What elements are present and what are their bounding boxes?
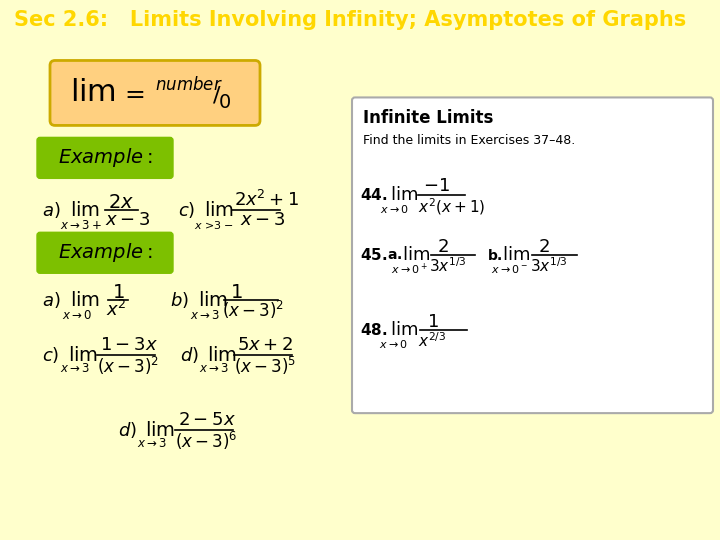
Text: $\mathbf{44.}$: $\mathbf{44.}$ — [360, 187, 387, 204]
Text: $x\to3$: $x\to3$ — [137, 437, 167, 450]
Text: $\lim$: $\lim$ — [70, 78, 116, 107]
Text: $0$: $0$ — [218, 93, 231, 112]
Text: $x^2(x+1)$: $x^2(x+1)$ — [418, 196, 485, 217]
Text: $\mathbf{48.}$: $\mathbf{48.}$ — [360, 322, 387, 338]
Text: $=$: $=$ — [120, 81, 145, 105]
Text: $(x-3)^6$: $(x-3)^6$ — [175, 430, 238, 452]
Text: $x-3$: $x-3$ — [240, 211, 285, 230]
Text: $\mathbf{b.}$: $\mathbf{b.}$ — [487, 248, 503, 263]
FancyBboxPatch shape — [50, 60, 260, 125]
FancyBboxPatch shape — [37, 137, 173, 178]
Text: $1-3x$: $1-3x$ — [100, 336, 158, 354]
Text: $-1$: $-1$ — [423, 177, 450, 195]
Text: $\mathit{number}$: $\mathit{number}$ — [155, 76, 222, 94]
Text: $5x+2$: $5x+2$ — [237, 336, 293, 354]
Text: $\mathit{Example}:$: $\mathit{Example}:$ — [58, 241, 153, 264]
Text: $d)$: $d)$ — [118, 420, 137, 440]
Text: $x\to0$: $x\to0$ — [380, 204, 409, 215]
Text: $\lim$: $\lim$ — [390, 321, 418, 339]
Text: $1$: $1$ — [112, 283, 125, 302]
Text: $x^{2/3}$: $x^{2/3}$ — [418, 331, 446, 349]
Text: $d)$: $d)$ — [180, 345, 199, 365]
Text: $(x-3)^2$: $(x-3)^2$ — [222, 299, 284, 321]
Text: $3x^{1/3}$: $3x^{1/3}$ — [429, 256, 467, 275]
Text: $\lim$: $\lim$ — [402, 246, 430, 264]
Text: $\mathbf{a.}$: $\mathbf{a.}$ — [387, 248, 402, 262]
Text: $x^2$: $x^2$ — [106, 300, 127, 320]
Text: $x\to0$: $x\to0$ — [62, 309, 92, 322]
Text: $\lim$: $\lim$ — [70, 201, 100, 220]
Text: $a)$: $a)$ — [42, 200, 60, 220]
Text: $x\to3$: $x\to3$ — [60, 362, 90, 375]
Text: $3x^{1/3}$: $3x^{1/3}$ — [530, 256, 568, 275]
Text: $x\to3$: $x\to3$ — [199, 362, 229, 375]
Text: $\lim$: $\lim$ — [502, 246, 530, 264]
Text: $\lim$: $\lim$ — [390, 186, 418, 204]
Text: $\lim$: $\lim$ — [145, 421, 175, 440]
Text: $\mathbf{45.}$: $\mathbf{45.}$ — [360, 247, 387, 264]
Text: $2x$: $2x$ — [108, 193, 134, 212]
Text: $2$: $2$ — [437, 238, 449, 256]
Text: $x-3$: $x-3$ — [105, 211, 150, 230]
Text: $x\ \text{>}3-$: $x\ \text{>}3-$ — [194, 219, 233, 231]
Text: $/$: $/$ — [212, 84, 222, 105]
Text: $\lim$: $\lim$ — [70, 291, 100, 310]
Text: $2$: $2$ — [538, 238, 550, 256]
Text: $x\to3$: $x\to3$ — [190, 309, 220, 322]
Text: $a)$: $a)$ — [42, 290, 60, 310]
Text: Find the limits in Exercises 37–48.: Find the limits in Exercises 37–48. — [363, 134, 575, 147]
Text: $x\to0^+$: $x\to0^+$ — [391, 261, 428, 277]
Text: Sec 2.6:   Limits Involving Infinity; Asymptotes of Graphs: Sec 2.6: Limits Involving Infinity; Asym… — [14, 10, 687, 30]
Text: $(x-3)^2$: $(x-3)^2$ — [97, 355, 159, 377]
Text: $\mathit{Example}:$: $\mathit{Example}:$ — [58, 146, 153, 170]
Text: $x\to3+$: $x\to3+$ — [60, 219, 102, 232]
Text: $x\to0^-$: $x\to0^-$ — [491, 264, 528, 275]
Text: $2-5x$: $2-5x$ — [178, 411, 235, 429]
Text: $\lim$: $\lim$ — [204, 201, 234, 220]
Text: $1$: $1$ — [427, 313, 438, 331]
Text: $\lim$: $\lim$ — [207, 346, 237, 365]
Text: $b)$: $b)$ — [170, 290, 189, 310]
Text: Infinite Limits: Infinite Limits — [363, 110, 493, 127]
Text: $c)$: $c)$ — [178, 200, 195, 220]
Text: $(x-3)^5$: $(x-3)^5$ — [234, 355, 297, 377]
Text: $x\to0$: $x\to0$ — [379, 338, 408, 350]
Text: $2x^2+1$: $2x^2+1$ — [234, 190, 300, 211]
Text: $\lim$: $\lim$ — [68, 346, 98, 365]
FancyBboxPatch shape — [37, 232, 173, 273]
Text: $\lim$: $\lim$ — [198, 291, 228, 310]
FancyBboxPatch shape — [352, 97, 713, 413]
Text: $1$: $1$ — [230, 283, 243, 302]
Text: $c)$: $c)$ — [42, 345, 59, 365]
